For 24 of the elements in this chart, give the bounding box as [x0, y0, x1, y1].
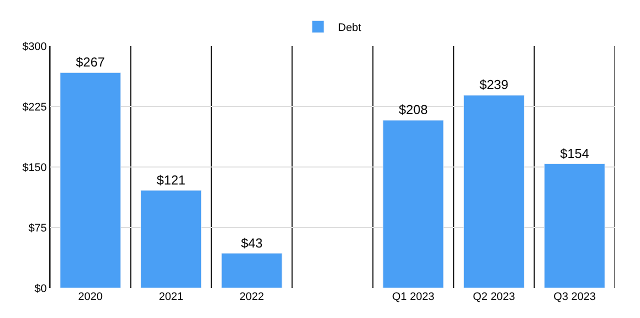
data-label: $43: [240, 235, 263, 250]
legend-label: Debt: [338, 22, 362, 34]
x-tick-label: Q2 2023: [472, 291, 516, 303]
bar: [544, 164, 606, 288]
data-label: $121: [156, 172, 186, 188]
data-label: $267: [76, 54, 105, 70]
y-tick-label: $0: [34, 282, 47, 295]
x-tick-label: 2022: [240, 291, 264, 303]
x-tick-label: 2020: [78, 291, 103, 303]
bar: [463, 94, 524, 288]
bar: [60, 72, 121, 288]
x-tick-label: 2021: [158, 291, 184, 303]
bar: [140, 190, 202, 288]
y-tick-label: $300: [22, 40, 47, 53]
data-label: $239: [479, 77, 508, 92]
y-tick-label: $150: [22, 162, 47, 174]
data-label: $208: [398, 102, 428, 118]
data-label: $154: [560, 146, 590, 161]
x-tick-label: Q3 2023: [554, 291, 596, 303]
x-tick-label: Q1 2023: [392, 291, 434, 303]
y-tick-label: $75: [28, 222, 47, 234]
bar: [221, 253, 282, 288]
y-tick-label: $225: [22, 101, 47, 114]
bar: [382, 120, 444, 288]
